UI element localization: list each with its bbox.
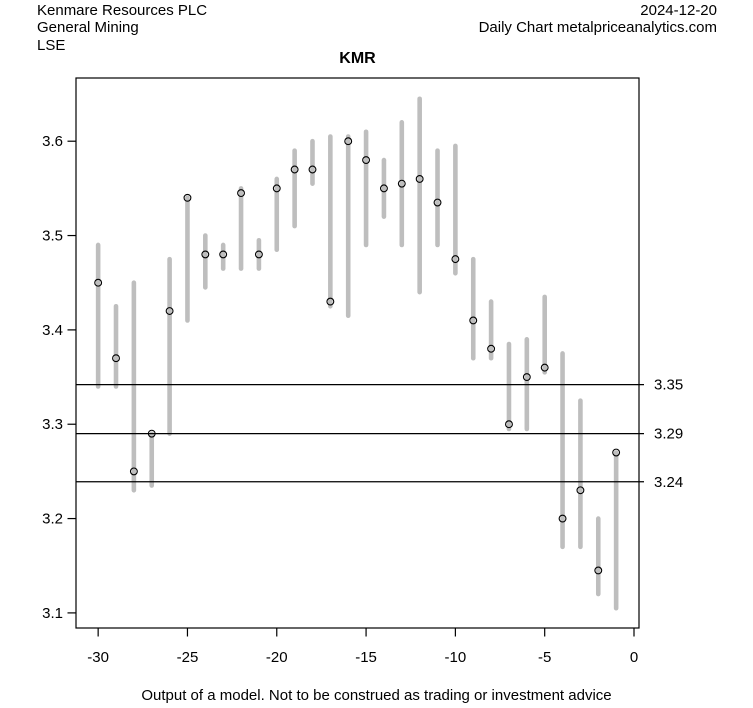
x-axis-label: -30 [87, 649, 109, 666]
chart-title: KMR [339, 50, 376, 67]
close-price-dot [219, 250, 228, 259]
disclaimer-text: Output of a model. Not to be construed a… [141, 687, 612, 704]
close-price-dot [290, 165, 299, 174]
support-level-label: 3.24 [654, 474, 683, 491]
x-axis-label: 0 [630, 649, 638, 666]
close-price-dot [112, 354, 120, 363]
close-price-dot [469, 316, 478, 325]
close-price-dot [576, 486, 585, 495]
plot-frame [75, 77, 640, 629]
close-price-dot [94, 278, 103, 287]
company-name: Kenmare Resources PLC [37, 2, 208, 19]
y-axis-label: 3.5 [42, 228, 63, 245]
close-price-dot [558, 514, 567, 523]
chart-source: Daily Chart metalpriceanalytics.com [478, 19, 717, 37]
close-price-dot [397, 179, 406, 188]
close-price-dot [612, 448, 621, 457]
close-price-dot [326, 297, 335, 306]
header-right: 2024-12-20 Daily Chart metalpriceanalyti… [479, 2, 717, 37]
chart-date: 2024-12-20 [640, 2, 717, 19]
close-price-dot [344, 137, 353, 146]
close-price-dot [505, 420, 513, 429]
close-price-dot [540, 363, 549, 372]
exchange-name: LSE [37, 36, 66, 54]
close-price-dot [522, 373, 531, 382]
y-axis-label: 3.2 [42, 511, 63, 528]
close-price-dot [272, 184, 281, 193]
x-axis-label: -20 [266, 649, 288, 666]
x-axis-label: -25 [177, 649, 199, 666]
close-price-dot [487, 344, 496, 353]
close-price-dot [237, 189, 245, 198]
close-price-dot [433, 198, 442, 207]
support-level-label: 3.35 [654, 377, 683, 394]
close-price-dot [254, 250, 263, 259]
y-axis-label: 3.3 [42, 416, 63, 433]
y-axis-label: 3.4 [42, 322, 63, 339]
x-axis-label: -10 [445, 649, 467, 666]
close-price-dot [201, 250, 210, 259]
close-price-dot [308, 165, 317, 174]
x-axis-label: -5 [538, 649, 551, 666]
close-price-dot [362, 156, 371, 165]
close-price-dot [165, 307, 174, 315]
header-left: Kenmare Resources PLC General Mining LSE [37, 2, 207, 54]
close-price-dot [379, 184, 388, 193]
close-price-dot [183, 193, 192, 202]
close-price-dot [415, 174, 424, 183]
company-sector: General Mining [37, 19, 139, 37]
x-axis-label: -15 [355, 649, 377, 666]
close-price-dot [129, 467, 138, 476]
y-axis-label: 3.1 [42, 605, 63, 622]
support-level-label: 3.29 [654, 426, 683, 443]
close-price-dot [147, 429, 156, 438]
close-price-dot [594, 566, 603, 575]
close-price-dot [451, 255, 460, 264]
y-axis-label: 3.6 [42, 133, 63, 150]
